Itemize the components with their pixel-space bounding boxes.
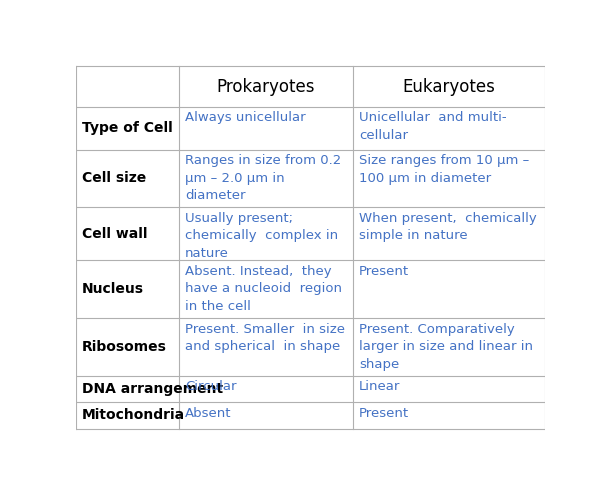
Text: Mitochondria: Mitochondria (82, 408, 185, 422)
Text: Absent: Absent (185, 407, 231, 419)
Text: Present: Present (359, 407, 409, 419)
Text: Prokaryotes: Prokaryotes (217, 77, 315, 96)
Text: Nucleus: Nucleus (82, 282, 144, 296)
Text: Type of Cell: Type of Cell (82, 121, 173, 135)
Text: Circular: Circular (185, 380, 237, 393)
Text: Linear: Linear (359, 380, 401, 393)
Text: Unicellular  and multi-
cellular: Unicellular and multi- cellular (359, 111, 507, 142)
Text: DNA arrangement: DNA arrangement (82, 382, 223, 396)
Text: Present: Present (359, 265, 409, 278)
Text: Usually present;
chemically  complex in
nature: Usually present; chemically complex in n… (185, 212, 338, 260)
Text: Always unicellular: Always unicellular (185, 111, 306, 124)
Text: Ranges in size from 0.2
μm – 2.0 μm in
diameter: Ranges in size from 0.2 μm – 2.0 μm in d… (185, 154, 341, 202)
Text: Cell wall: Cell wall (82, 227, 147, 241)
Text: Size ranges from 10 μm –
100 μm in diameter: Size ranges from 10 μm – 100 μm in diame… (359, 154, 529, 185)
Text: When present,  chemically
simple in nature: When present, chemically simple in natur… (359, 212, 537, 242)
Text: Present. Smaller  in size
and spherical  in shape: Present. Smaller in size and spherical i… (185, 322, 345, 353)
Text: Cell size: Cell size (82, 172, 146, 185)
Text: Eukaryotes: Eukaryotes (402, 77, 496, 96)
Text: Absent. Instead,  they
have a nucleoid  region
in the cell: Absent. Instead, they have a nucleoid re… (185, 265, 342, 313)
Text: Ribosomes: Ribosomes (82, 340, 167, 354)
Text: Present. Comparatively
larger in size and linear in
shape: Present. Comparatively larger in size an… (359, 322, 533, 370)
